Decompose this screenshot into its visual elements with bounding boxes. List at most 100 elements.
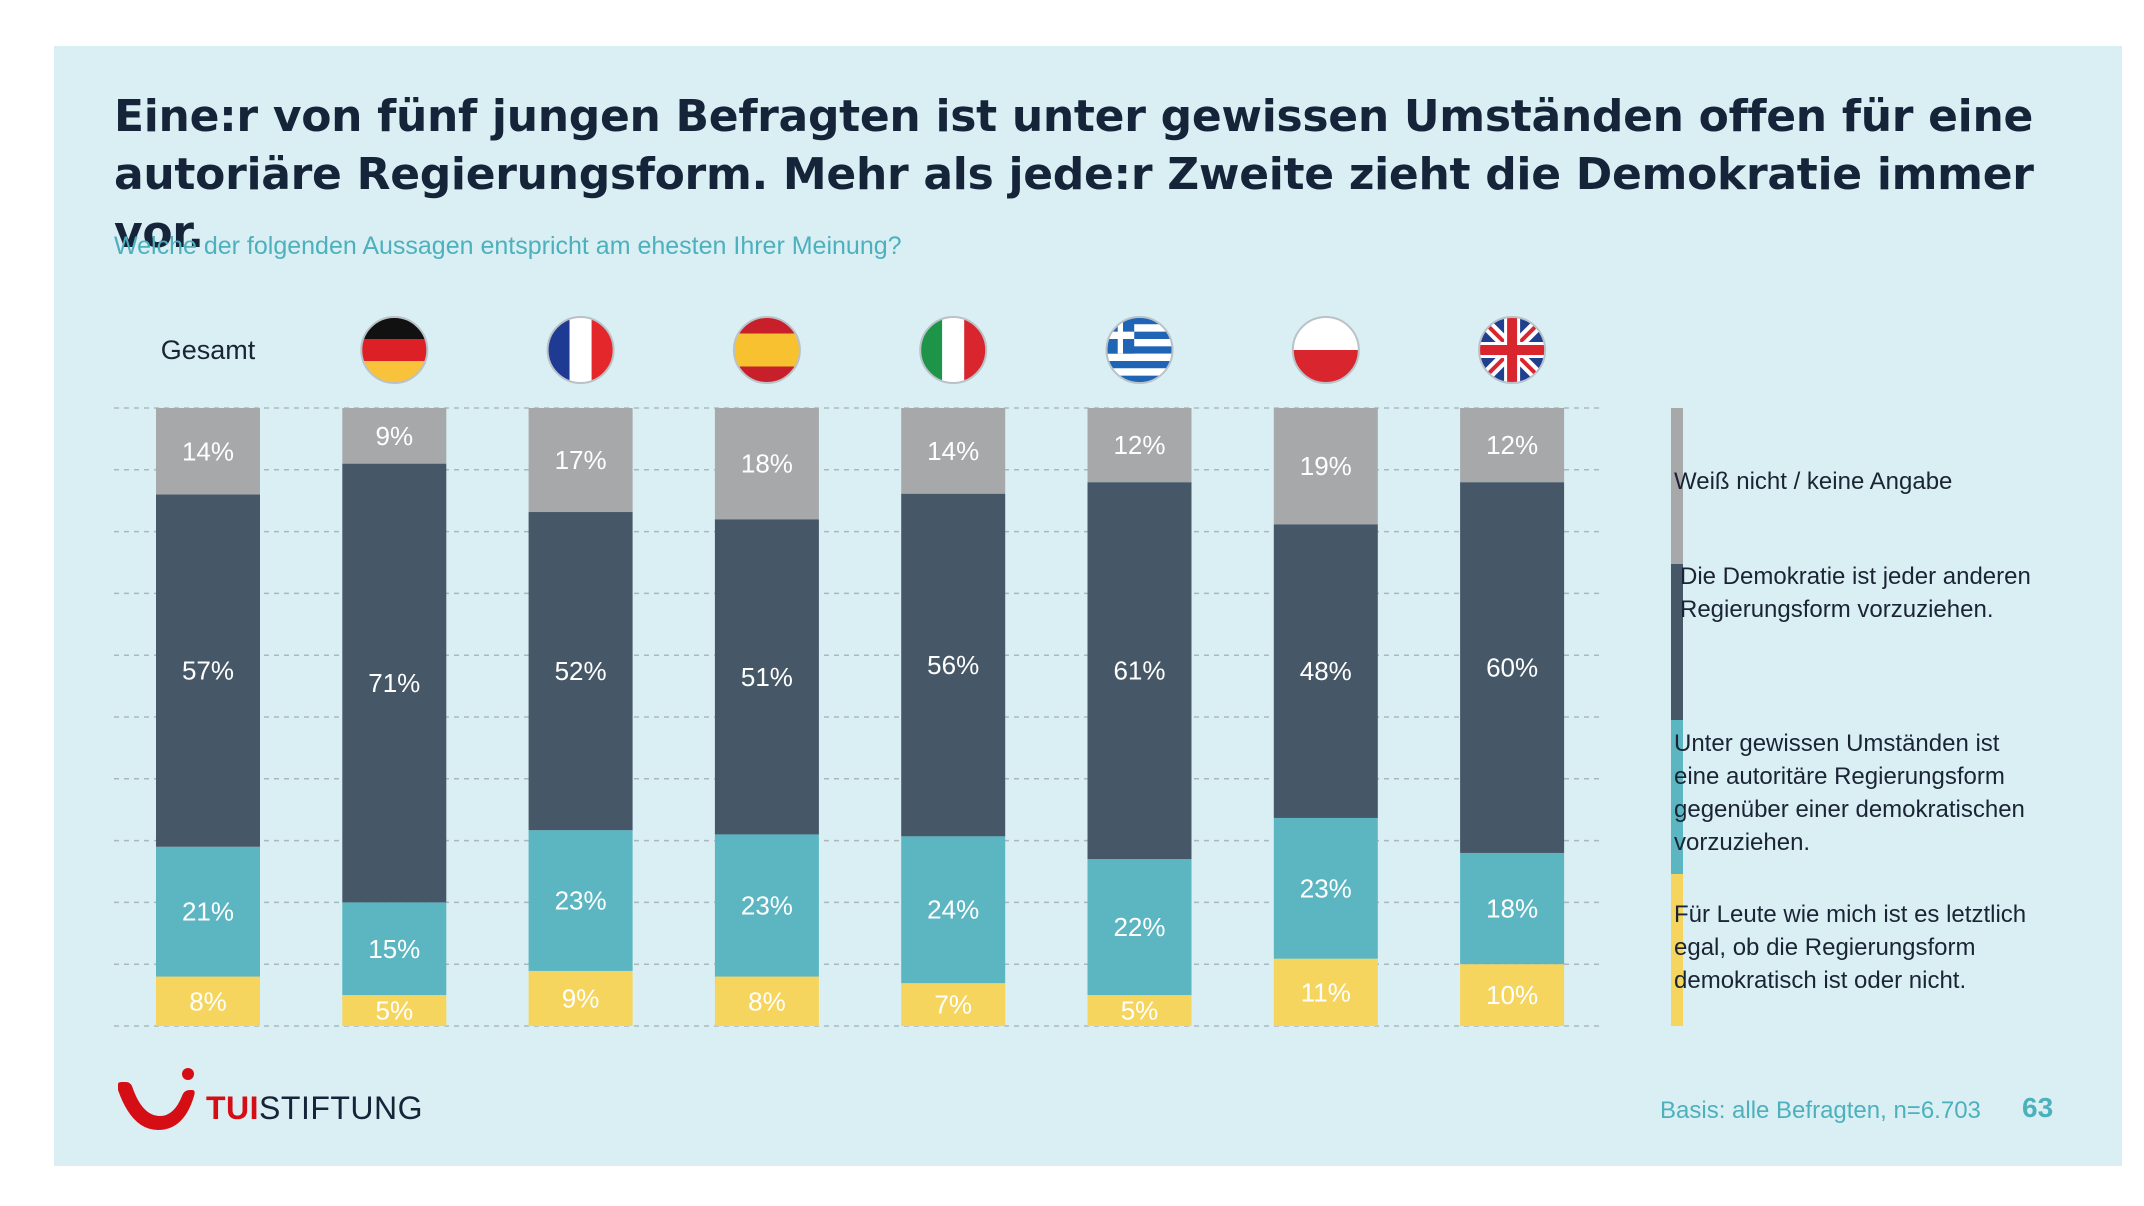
bar-segment (1273, 817, 1378, 959)
bars (156, 408, 1565, 1026)
bar-segment (1460, 482, 1565, 853)
bar-segment (1273, 524, 1378, 818)
data-label: 12% (1113, 430, 1165, 460)
data-label: 17% (555, 445, 607, 475)
tui-smile-logo-icon (118, 1068, 195, 1130)
data-label: 11% (1301, 977, 1351, 1007)
logo-tui-text: TUI (206, 1090, 260, 1126)
flag-de-icon (360, 316, 429, 384)
legend-swatch (1671, 874, 1683, 1026)
legend-text-line: Unter gewissen Umständen ist (1674, 730, 2000, 757)
bar-segment (528, 830, 633, 971)
legend-text-line: Regierungsform vorzuziehen. (1680, 596, 1994, 623)
legend-swatch (1671, 564, 1683, 720)
logo-wordmark: TUISTIFTUNG (206, 1090, 423, 1127)
data-label: 57% (182, 656, 234, 686)
data-label: 14% (927, 436, 979, 466)
category-headers: Gesamt (161, 316, 1547, 384)
legend-text-line: Weiß nicht / keine Angabe (1674, 468, 1953, 495)
bar-segment (342, 902, 447, 996)
legend-text-line: eine autoritäre Regierungsform (1674, 763, 2005, 790)
bar-segment (1273, 408, 1378, 525)
bar-segment (1087, 408, 1192, 483)
data-label: 23% (1300, 873, 1352, 903)
bar-segment (156, 846, 260, 977)
bar-segment (528, 512, 633, 831)
bar-segment (1460, 852, 1565, 965)
flag-it-icon (919, 316, 988, 384)
bar-segment (1273, 958, 1378, 1026)
bar-segment (901, 493, 1006, 837)
flag-es-icon (732, 316, 801, 384)
bar-segment (1087, 482, 1192, 860)
data-label: 18% (741, 449, 793, 479)
basis-note: Basis: alle Befragten, n=6.703 (1660, 1097, 1981, 1124)
data-label: 22% (1113, 912, 1165, 942)
page-title: Eine:r von fünf jungen Befragten ist unt… (114, 91, 2034, 258)
category-label: Gesamt (161, 335, 256, 365)
legend-text-line: demokratisch ist oder nicht. (1674, 967, 1967, 994)
data-label: 19% (1300, 451, 1352, 481)
bar-segment (714, 834, 819, 977)
data-label: 60% (1486, 653, 1538, 683)
data-label: 51% (741, 662, 793, 692)
bar-segment (1087, 859, 1192, 996)
bar-segment (1460, 408, 1565, 483)
bar-segment (901, 408, 1006, 494)
data-labels: 8% 21% 57% 14% 5% 15% 71% 9% 9% 23% 52% 17% 8% 23% 51%… (182, 421, 1538, 1026)
data-label: 8% (748, 986, 786, 1016)
legend-item: Weiß nicht / keine Angabe (1674, 465, 2074, 498)
data-label: 61% (1113, 656, 1165, 686)
data-label: 56% (927, 650, 979, 680)
bar-segment (714, 408, 819, 520)
legend-swatch (1671, 408, 1683, 564)
bar-segment (342, 408, 447, 464)
data-label: 7% (934, 990, 972, 1020)
data-label: 24% (927, 895, 979, 925)
bar-segment (342, 463, 447, 903)
data-label: 5% (1121, 996, 1159, 1026)
data-label: 12% (1486, 430, 1538, 460)
legend-text-line: vorzuziehen. (1674, 829, 1811, 856)
legend-text-line: egal, ob die Regierungsform (1674, 934, 1976, 961)
legend-text-line: Für Leute wie mich ist es letztlich (1674, 901, 2027, 928)
data-label: 10% (1486, 980, 1538, 1010)
data-label: 21% (182, 897, 234, 927)
data-label: 71% (368, 668, 420, 698)
legend-item: Unter gewissen Umständen ist eine autorit… (1674, 727, 2074, 859)
data-label: 23% (741, 890, 793, 920)
legend-swatch (1671, 720, 1683, 874)
data-label: 48% (1300, 656, 1352, 686)
data-label: 14% (182, 436, 234, 466)
bar-segment (156, 494, 260, 847)
bar-segment (1460, 964, 1565, 1026)
bar-segment (156, 408, 260, 495)
bar-segment (342, 995, 447, 1026)
data-label: 8% (189, 986, 227, 1016)
page-number: 63 (2022, 1092, 2054, 1123)
bar-segment (156, 976, 260, 1026)
bar-segment (901, 836, 1006, 984)
flag-gr-icon (1105, 316, 1174, 384)
flag-pl-icon (1291, 316, 1360, 384)
data-label: 15% (368, 934, 420, 964)
bar-segment (1087, 995, 1192, 1026)
data-label: 23% (555, 886, 607, 916)
legend-text-line: gegenüber einer demokratischen (1674, 796, 2025, 823)
bar-segment (528, 970, 633, 1026)
data-label: 5% (376, 996, 414, 1026)
logo-stiftung-text: STIFTUNG (259, 1090, 424, 1126)
bar-segment (528, 408, 633, 513)
grid-lines (114, 407, 1602, 1027)
bar-segment (901, 983, 1006, 1026)
legend-item: Für Leute wie mich ist es letztlich egal,… (1674, 898, 2074, 997)
bar-segment (714, 976, 819, 1026)
bar-segment (714, 519, 819, 835)
data-label: 9% (562, 983, 600, 1013)
data-label: 18% (1486, 894, 1538, 924)
legend-text-line: Die Demokratie ist jeder anderen (1680, 563, 2031, 590)
data-label: 52% (555, 656, 607, 686)
flag-fr-icon (546, 316, 615, 384)
flag-uk-icon (1478, 316, 1547, 384)
